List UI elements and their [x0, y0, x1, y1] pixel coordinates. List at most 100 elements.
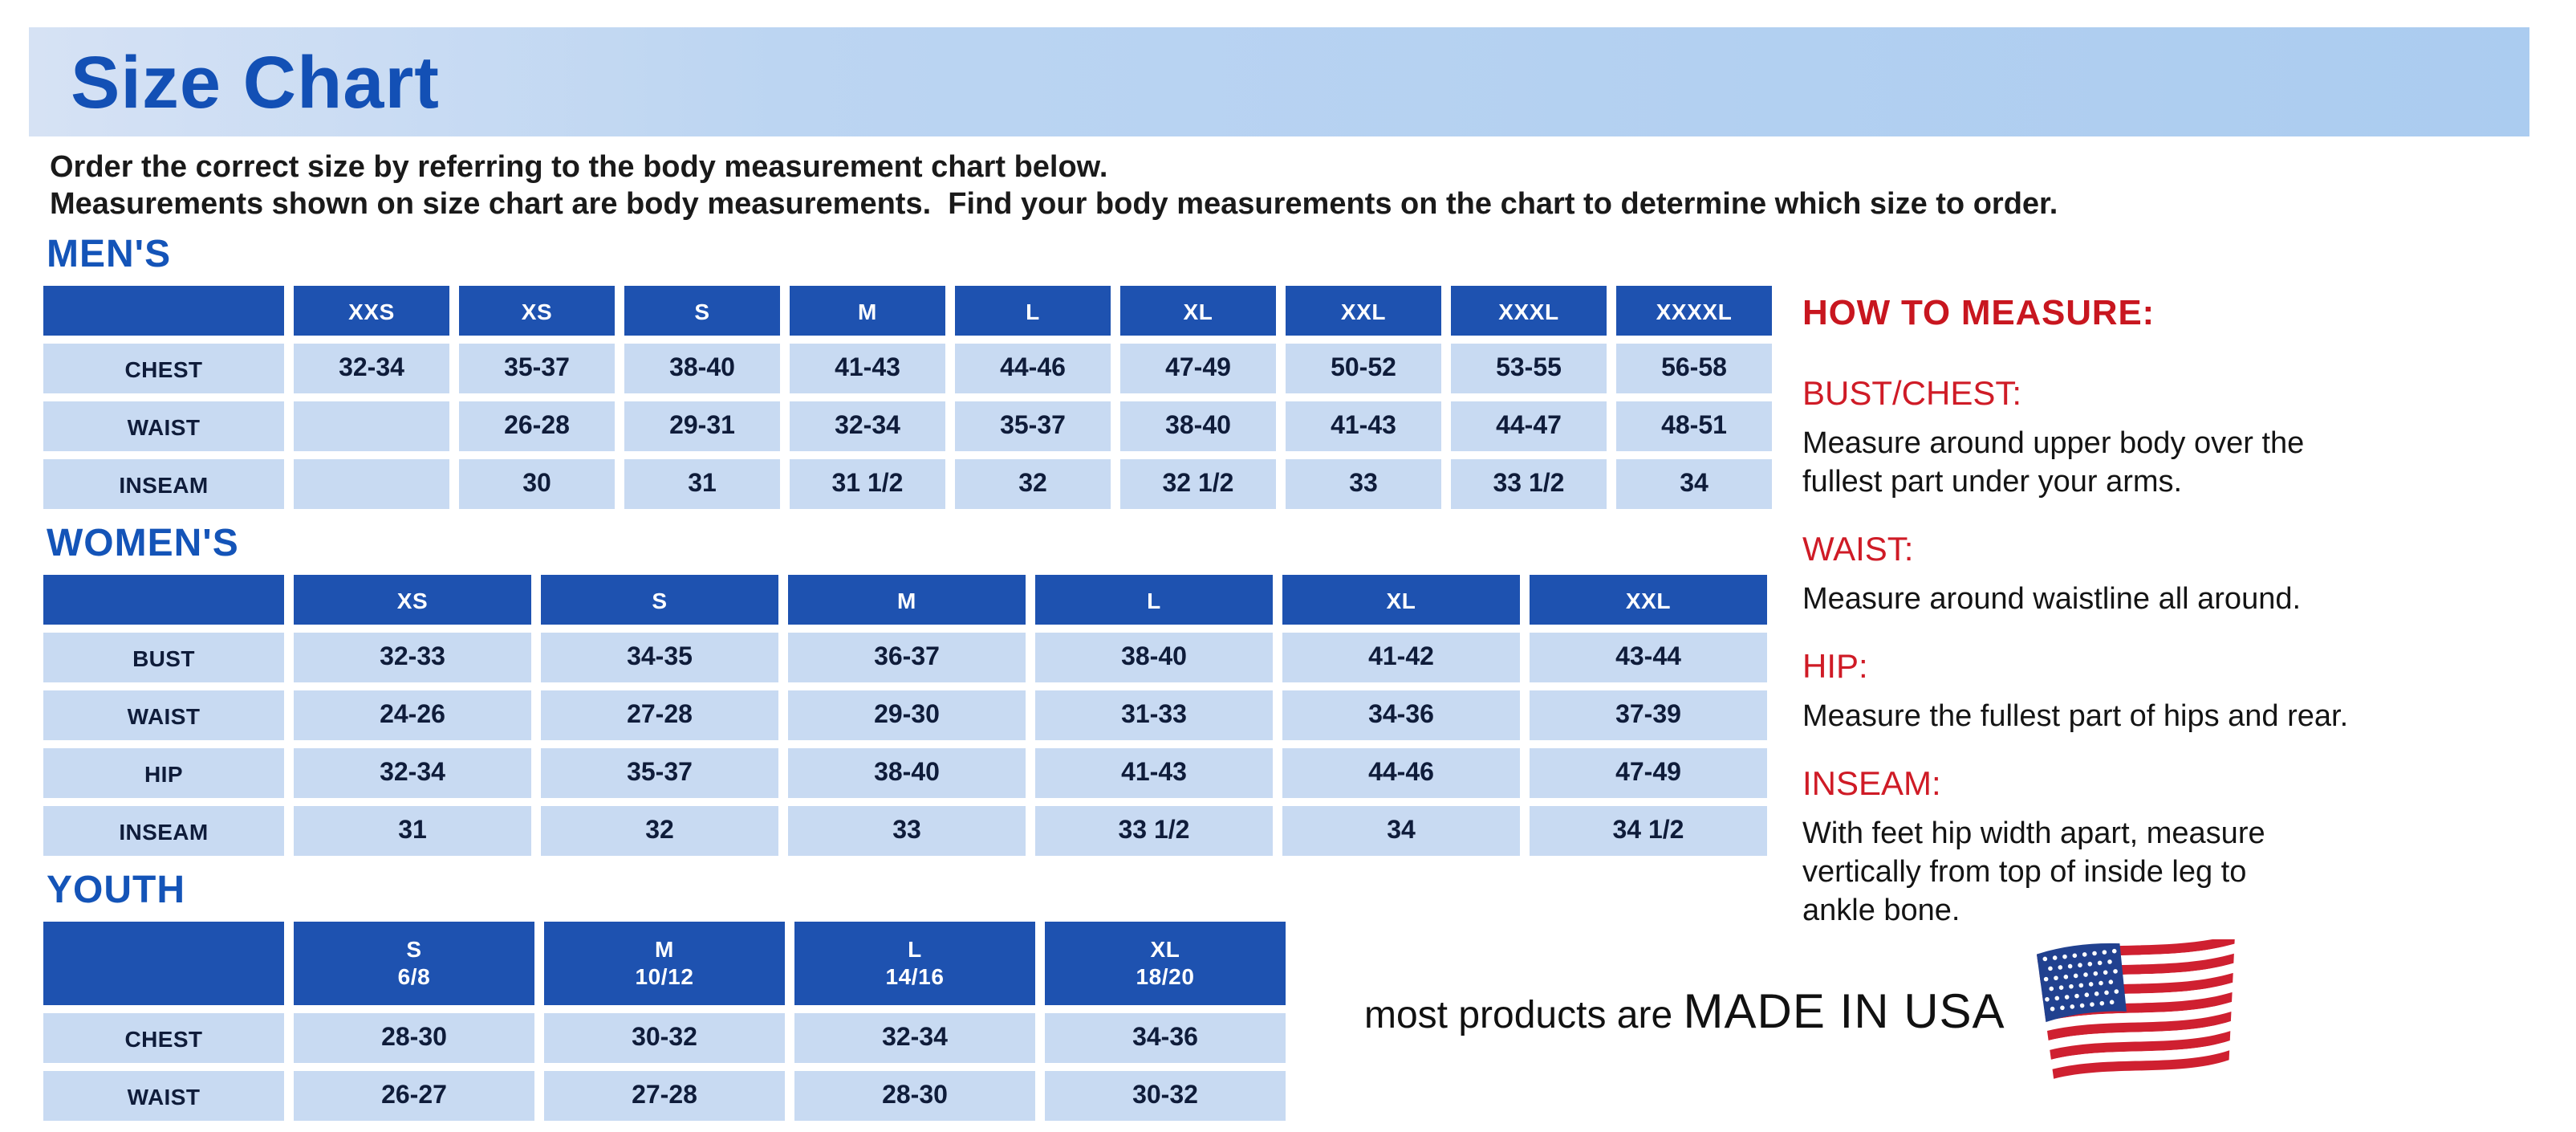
- size-cell: 30-32: [544, 1013, 785, 1063]
- size-cell: 24-26: [294, 690, 531, 740]
- youth-size-label: M: [655, 936, 674, 962]
- size-cell: 29-30: [788, 690, 1026, 740]
- mens-row-label-waist: WAIST: [43, 401, 284, 451]
- measure-label-inseam: INSEAM:: [1802, 766, 1941, 803]
- measure-text-waist: Measure around waistline all around.: [1802, 583, 2302, 617]
- size-cell: 41-42: [1282, 633, 1520, 682]
- youth-section-heading: YOUTH: [47, 869, 185, 912]
- size-cell: 34-36: [1045, 1013, 1286, 1063]
- size-cell: 26-28: [459, 401, 615, 451]
- youth-size-range: 14/16: [885, 963, 945, 989]
- size-cell: 34-36: [1282, 690, 1520, 740]
- size-cell: 38-40: [624, 344, 780, 393]
- us-flag-icon: [2037, 939, 2236, 1079]
- measure-text-hip: Measure the fullest part of hips and rea…: [1802, 700, 2349, 734]
- youth-size-table: S 6/8 M 10/12 L 14/16 XL 18/20: [43, 922, 1809, 1121]
- size-cell: 27-28: [544, 1071, 785, 1121]
- youth-header-m: M 10/12: [544, 922, 785, 1005]
- size-cell: 31 1/2: [790, 459, 945, 509]
- mens-header-xxs: XXS: [294, 286, 449, 336]
- size-cell: 32-34: [294, 344, 449, 393]
- size-cell: 33 1/2: [1035, 806, 1273, 856]
- size-cell: 26-27: [294, 1071, 534, 1121]
- mens-section-heading: MEN'S: [47, 233, 172, 276]
- size-cell: 56-58: [1616, 344, 1772, 393]
- mens-size-table: XXS XS S M L XL XXL XXXL XXXXL CHEST 32-…: [43, 286, 1809, 509]
- size-cell: 36-37: [788, 633, 1026, 682]
- size-cell: 44-46: [955, 344, 1111, 393]
- intro-text: Order the correct size by referring to t…: [50, 149, 2058, 223]
- mens-row-label-chest: CHEST: [43, 344, 284, 393]
- womens-header-l: L: [1035, 575, 1273, 625]
- page-title: Size Chart: [71, 40, 440, 124]
- size-cell: [294, 459, 449, 509]
- size-cell: 50-52: [1286, 344, 1441, 393]
- youth-row-label-chest: CHEST: [43, 1013, 284, 1063]
- youth-row-label-waist: WAIST: [43, 1071, 284, 1121]
- measure-text-inseam: With feet hip width apart, measure verti…: [1802, 817, 2265, 928]
- womens-size-table: XS S M L XL XXL BUST 32-33 34-35 36-37 3…: [43, 575, 1809, 856]
- size-cell: 30: [459, 459, 615, 509]
- measure-text-bust-chest: Measure around upper body over the fulle…: [1802, 427, 2305, 499]
- size-cell: 41-43: [1286, 401, 1441, 451]
- size-cell: 35-37: [459, 344, 615, 393]
- size-cell: 31: [624, 459, 780, 509]
- size-cell: 28-30: [794, 1071, 1035, 1121]
- size-cell: 35-37: [955, 401, 1111, 451]
- youth-header-xl: XL 18/20: [1045, 922, 1286, 1005]
- womens-section-heading: WOMEN'S: [47, 522, 239, 565]
- mens-header-s: S: [624, 286, 780, 336]
- size-cell: 47-49: [1530, 748, 1767, 798]
- size-cell: 27-28: [541, 690, 778, 740]
- size-cell: 32: [955, 459, 1111, 509]
- made-in-usa-prefix: most products are: [1364, 994, 1684, 1037]
- mens-header-xs: XS: [459, 286, 615, 336]
- mens-header-m: M: [790, 286, 945, 336]
- size-cell: 38-40: [1120, 401, 1276, 451]
- womens-row-label-hip: HIP: [43, 748, 284, 798]
- made-in-usa-banner: most products are MADE IN USA: [1364, 939, 2246, 1087]
- size-cell: 35-37: [541, 748, 778, 798]
- mens-header-xxxxl: XXXXL: [1616, 286, 1772, 336]
- womens-row-label-waist: WAIST: [43, 690, 284, 740]
- size-cell: 34: [1616, 459, 1772, 509]
- youth-header-corner: [43, 922, 284, 1005]
- youth-size-label: L: [908, 936, 922, 962]
- mens-header-l: L: [955, 286, 1111, 336]
- size-cell: [294, 401, 449, 451]
- made-in-usa-text: most products are MADE IN USA: [1364, 986, 2005, 1040]
- size-cell: 30-32: [1045, 1071, 1286, 1121]
- made-in-usa-emphasis: MADE IN USA: [1683, 986, 2005, 1039]
- size-cell: 41-43: [1035, 748, 1273, 798]
- size-tables-column: MEN'S XXS XS S M L XL XXL XXXL XXXXL CHE…: [43, 234, 1809, 1124]
- size-cell: 41-43: [790, 344, 945, 393]
- youth-size-range: 6/8: [397, 963, 431, 989]
- size-cell: 33: [788, 806, 1026, 856]
- size-cell: 32-33: [294, 633, 531, 682]
- size-cell: 31-33: [1035, 690, 1273, 740]
- youth-size-label: XL: [1150, 936, 1180, 962]
- youth-size-range: 18/20: [1136, 963, 1195, 989]
- mens-header-corner: [43, 286, 284, 336]
- womens-header-xl: XL: [1282, 575, 1520, 625]
- how-to-measure-heading: HOW TO MEASURE:: [1802, 292, 2155, 332]
- size-cell: 32: [541, 806, 778, 856]
- mens-header-xl: XL: [1120, 286, 1276, 336]
- size-cell: 44-47: [1451, 401, 1607, 451]
- size-cell: 32-34: [294, 748, 531, 798]
- size-cell: 47-49: [1120, 344, 1276, 393]
- size-cell: 32 1/2: [1120, 459, 1276, 509]
- size-cell: 29-31: [624, 401, 780, 451]
- size-cell: 32-34: [794, 1013, 1035, 1063]
- measure-label-bust-chest: BUST/CHEST:: [1802, 376, 2022, 413]
- youth-header-s: S 6/8: [294, 922, 534, 1005]
- size-cell: 34: [1282, 806, 1520, 856]
- womens-header-xxl: XXL: [1530, 575, 1767, 625]
- youth-size-range: 10/12: [635, 963, 694, 989]
- size-cell: 43-44: [1530, 633, 1767, 682]
- intro-line-1: Order the correct size by referring to t…: [50, 151, 1108, 185]
- mens-header-xxxl: XXXL: [1451, 286, 1607, 336]
- size-cell: 34 1/2: [1530, 806, 1767, 856]
- how-to-measure-column: HOW TO MEASURE: BUST/CHEST: Measure arou…: [1802, 292, 2557, 931]
